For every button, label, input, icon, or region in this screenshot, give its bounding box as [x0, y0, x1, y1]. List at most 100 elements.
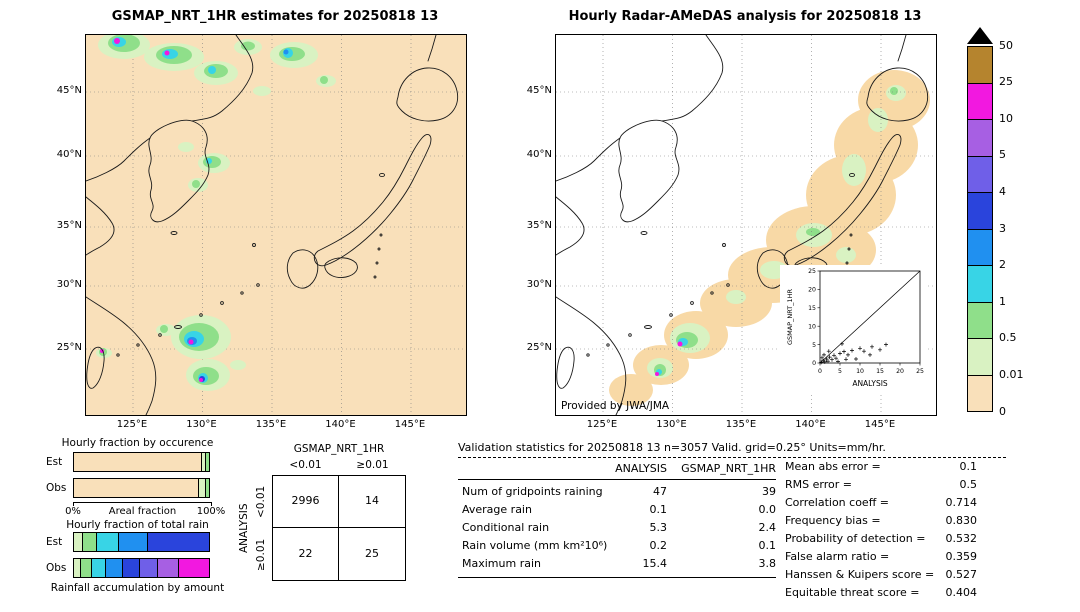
scatter-point: [868, 352, 872, 357]
axis-min-label: 0%: [65, 506, 81, 517]
totalrain-bar-est: [73, 532, 210, 552]
lat-tick-label: 40°N: [526, 149, 552, 160]
metric-row: Equitable threat score = 0.404: [785, 587, 977, 600]
inset-tick-label: 10: [856, 368, 864, 375]
totalrain-bar-obs: [73, 558, 210, 578]
inset-tick-label: 25: [808, 268, 816, 275]
stats-row-label: Num of gridpoints raining: [462, 485, 603, 498]
metric-label: Probability of detection =: [785, 532, 926, 546]
scatter-point: [820, 355, 824, 360]
metric-row: RMS error = 0.5: [785, 478, 977, 492]
bar-segment: [198, 479, 206, 497]
scatter-point: [870, 344, 874, 349]
colorbar-tick-label: 0.5: [999, 331, 1017, 345]
lon-tick-label: 125°E: [586, 419, 618, 430]
inset-ylabel: GSMAP_NRT_1HR: [786, 288, 794, 345]
scatter-point: [858, 346, 862, 351]
bar-segment: [206, 453, 209, 471]
contingency-cell: 2996: [273, 476, 339, 528]
colorbar-segment: [968, 266, 992, 303]
contingency-column-label: ≥0.01: [356, 459, 389, 471]
metric-value: 0.830: [945, 514, 978, 528]
colorbar-segment: [968, 339, 992, 376]
metric-row: Hanssen & Kuipers score = 0.527: [785, 569, 977, 582]
bar-segment: [80, 559, 92, 577]
contingency-cell: 22: [273, 528, 339, 580]
colorbar-tick-label: 2: [999, 258, 1006, 272]
right-map-svg: [555, 34, 937, 416]
colorbar-tick-label: 10: [999, 111, 1013, 125]
lat-tick-label: 35°N: [56, 220, 82, 231]
scatter-point: [884, 342, 888, 347]
scatter-point: [844, 357, 848, 362]
bar-segment: [74, 559, 81, 577]
metric-row: Probability of detection = 0.532: [785, 533, 977, 546]
colorbar-segment: [968, 47, 992, 84]
contingency-row-label: <0.01: [255, 485, 267, 518]
inset-tick-label: 5: [812, 342, 816, 349]
right-map: ANALYSIS GSMAP_NRT_1HR 0 0 5 5 10 10 15 15 20 20 2…: [555, 34, 937, 416]
bar-row-label: Obs: [46, 482, 67, 494]
inset-diagonal-line: [819, 270, 921, 364]
bar-segment: [179, 559, 209, 577]
colorbar-segment: [968, 120, 992, 157]
bar-segment: [118, 533, 149, 551]
inset-tick-label: 15: [876, 368, 884, 375]
stats-row-label: Conditional rain: [462, 521, 550, 534]
stats-analysis-value: 0.2: [649, 539, 668, 552]
right-map-title: Hourly Radar-AMeDAS analysis for 2025081…: [568, 9, 922, 24]
scatter-point: [878, 347, 882, 352]
lon-tick-label: 140°E: [795, 419, 826, 430]
axis-title: Areal fraction: [108, 506, 177, 517]
lon-tick-label: 135°E: [255, 419, 287, 430]
colorbar-segment: [968, 302, 992, 339]
stats-gsmap-value: 39: [762, 485, 776, 498]
inset-tick-label: 0: [812, 360, 816, 367]
stats-header-rule: [458, 479, 776, 480]
contingency-row-label: ≥0.01: [255, 538, 267, 571]
inset-tick-label: 20: [808, 287, 816, 294]
metric-label: Mean abs error =: [785, 460, 881, 473]
stats-row-label: Maximum rain: [462, 557, 541, 570]
stats-analysis-value: 47: [653, 485, 667, 498]
scatter-point: [830, 357, 834, 362]
scatter-point: [862, 349, 866, 354]
inset-tick-label: 10: [808, 323, 816, 330]
inset-tick-label: 25: [916, 368, 924, 375]
stats-divider: [458, 457, 1006, 458]
bar-segment: [83, 533, 97, 551]
inset-tick-label: 15: [808, 305, 816, 312]
lat-tick-label: 30°N: [526, 279, 552, 290]
metric-value: 0.527: [945, 568, 978, 582]
bar-segment: [74, 533, 84, 551]
scatter-point: [842, 349, 846, 354]
scatter-point: [854, 357, 858, 361]
bar-segment: [74, 453, 203, 471]
scatter-point: [850, 348, 854, 353]
stats-gsmap-value: 0.1: [758, 539, 777, 552]
lat-tick-label: 35°N: [526, 220, 552, 231]
inset-tick-label: 0: [818, 368, 822, 375]
lon-tick-label: 125°E: [116, 419, 148, 430]
metric-value: 0.1: [959, 460, 978, 473]
stats-gsmap-value: 3.8: [758, 557, 777, 570]
scatter-point: [834, 356, 838, 361]
contingency-cell: 25: [365, 546, 379, 560]
precipitation-blobs: [609, 70, 930, 406]
lon-tick-label: 140°E: [325, 419, 356, 430]
metric-label: False alarm ratio =: [785, 550, 890, 564]
colorbar-segment: [968, 193, 992, 230]
colorbar-segment: [968, 156, 992, 193]
occurrence-bar-obs: [73, 478, 210, 498]
bar-segment: [106, 559, 123, 577]
lon-tick-label: 145°E: [394, 419, 426, 430]
colorbar-tick-label: 25: [999, 75, 1013, 89]
left-map: [85, 31, 467, 416]
metric-row: Frequency bias = 0.830: [785, 514, 978, 528]
stats-analysis-value: 5.3: [649, 521, 668, 534]
lat-tick-label: 25°N: [526, 342, 552, 353]
colorbar-segment: [968, 83, 992, 120]
stats-gsmap-value: 0.0: [758, 503, 777, 516]
scatter-point: [838, 351, 842, 356]
